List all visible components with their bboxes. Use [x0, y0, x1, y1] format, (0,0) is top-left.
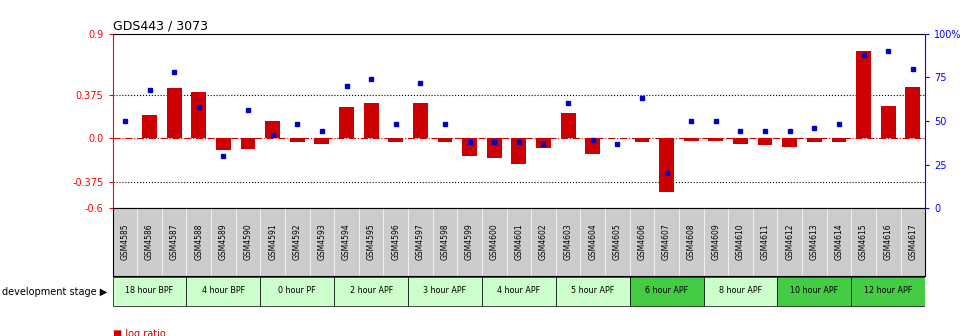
Text: GSM4604: GSM4604 [588, 223, 597, 260]
Text: 2 hour APF: 2 hour APF [349, 286, 392, 295]
Bar [437, 138, 452, 142]
Bar [806, 138, 821, 142]
Bar [486, 138, 501, 158]
Bar [112, 277, 186, 306]
Bar [757, 138, 772, 145]
Bar [629, 277, 703, 306]
Text: GSM4587: GSM4587 [169, 223, 178, 260]
Bar [536, 138, 551, 148]
Bar [186, 277, 260, 306]
Bar [216, 138, 231, 150]
Text: GSM4609: GSM4609 [711, 223, 720, 260]
Bar [191, 92, 206, 138]
Text: 3 hour APF: 3 hour APF [423, 286, 467, 295]
Bar [733, 138, 747, 144]
Bar [556, 277, 629, 306]
Text: 5 hour APF: 5 hour APF [570, 286, 614, 295]
Bar [777, 277, 851, 306]
Bar [314, 138, 329, 144]
Text: GSM4600: GSM4600 [489, 223, 498, 260]
Text: GSM4614: GSM4614 [833, 223, 843, 260]
Text: GSM4592: GSM4592 [292, 223, 301, 260]
Text: GSM4594: GSM4594 [341, 223, 351, 260]
Text: GSM4596: GSM4596 [391, 223, 400, 260]
Text: 18 hour BPF: 18 hour BPF [125, 286, 173, 295]
Bar [462, 138, 476, 156]
Text: GSM4597: GSM4597 [416, 223, 424, 260]
Bar [708, 138, 723, 141]
Text: GSM4608: GSM4608 [686, 223, 695, 260]
Text: GSM4585: GSM4585 [120, 223, 129, 260]
Bar [265, 121, 280, 138]
Bar [585, 138, 600, 154]
Text: GDS443 / 3073: GDS443 / 3073 [112, 19, 207, 33]
Bar [364, 103, 378, 138]
Text: GSM4595: GSM4595 [366, 223, 376, 260]
Text: GSM4607: GSM4607 [661, 223, 671, 260]
Bar [481, 277, 556, 306]
Bar [684, 138, 698, 141]
Bar [289, 138, 304, 142]
Text: 12 hour APF: 12 hour APF [864, 286, 911, 295]
Text: GSM4590: GSM4590 [244, 223, 252, 260]
Text: GSM4605: GSM4605 [612, 223, 621, 260]
Bar [511, 138, 526, 164]
Text: GSM4602: GSM4602 [539, 223, 548, 260]
Bar [166, 88, 181, 138]
Bar [781, 138, 796, 146]
Text: GSM4601: GSM4601 [513, 223, 523, 260]
Text: 6 hour APF: 6 hour APF [645, 286, 688, 295]
Text: 8 hour APF: 8 hour APF [718, 286, 761, 295]
Bar [241, 138, 255, 149]
Bar [830, 138, 846, 142]
Text: GSM4606: GSM4606 [637, 223, 645, 260]
Bar [408, 277, 481, 306]
Bar [260, 277, 333, 306]
Text: GSM4599: GSM4599 [465, 223, 473, 260]
Bar [142, 115, 156, 138]
Bar [856, 51, 870, 138]
Text: GSM4589: GSM4589 [219, 223, 228, 260]
Bar [658, 138, 673, 192]
Text: GSM4598: GSM4598 [440, 223, 449, 260]
Text: 10 hour APF: 10 hour APF [789, 286, 837, 295]
Text: GSM4616: GSM4616 [883, 223, 892, 260]
Text: GSM4617: GSM4617 [908, 223, 916, 260]
Text: GSM4603: GSM4603 [563, 223, 572, 260]
Text: GSM4593: GSM4593 [317, 223, 326, 260]
Text: GSM4611: GSM4611 [760, 224, 769, 260]
Text: GSM4586: GSM4586 [145, 223, 154, 260]
Bar [851, 277, 924, 306]
Text: GSM4591: GSM4591 [268, 223, 277, 260]
Bar [905, 87, 919, 138]
Text: ■ log ratio: ■ log ratio [112, 329, 165, 336]
Bar [388, 138, 403, 142]
Bar [634, 138, 648, 142]
Text: GSM4613: GSM4613 [809, 223, 818, 260]
Text: 0 hour PF: 0 hour PF [278, 286, 316, 295]
Bar [703, 277, 777, 306]
Text: GSM4615: GSM4615 [859, 223, 867, 260]
Text: GSM4588: GSM4588 [194, 224, 203, 260]
Bar [338, 107, 353, 138]
Text: GSM4610: GSM4610 [735, 223, 744, 260]
Text: 4 hour APF: 4 hour APF [497, 286, 540, 295]
Text: 4 hour BPF: 4 hour BPF [201, 286, 244, 295]
Text: GSM4612: GSM4612 [784, 224, 793, 260]
Bar [560, 113, 575, 138]
Bar [413, 103, 427, 138]
Bar [333, 277, 408, 306]
Bar [880, 106, 895, 138]
Text: development stage ▶: development stage ▶ [2, 287, 108, 297]
